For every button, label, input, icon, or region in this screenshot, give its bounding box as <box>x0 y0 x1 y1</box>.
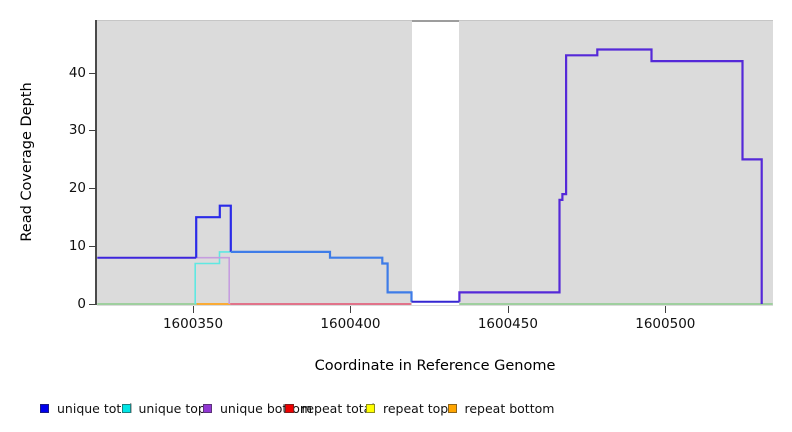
legend-swatch <box>284 404 294 413</box>
y-axis-tick-label: 30 <box>68 122 86 139</box>
x-axis-tick <box>507 306 509 313</box>
y-axis-tick <box>89 188 96 190</box>
y-axis-tick <box>89 72 96 74</box>
legend-item-repeat-top: repeat top <box>366 401 448 416</box>
series-unique-bottom-line <box>196 256 230 304</box>
legend-label: repeat top <box>383 401 449 416</box>
legend-label: unique total <box>57 401 133 416</box>
series-unique-total-right <box>458 48 763 304</box>
y-axis-tick <box>89 304 96 305</box>
x-axis-tick-label: 1600400 <box>320 316 381 332</box>
legend-item-unique-total: unique total <box>40 401 132 416</box>
x-axis-tick-label: 1600500 <box>635 316 696 332</box>
y-axis-tick-label: 10 <box>68 238 86 255</box>
x-axis-tick-label: 1600350 <box>162 316 224 332</box>
legend-swatch <box>447 404 457 413</box>
y-axis-tick-label: 40 <box>68 64 86 81</box>
x-axis-tick <box>665 306 667 313</box>
series-unique-total-peak <box>195 204 232 258</box>
series-unique-top-line <box>194 251 231 304</box>
legend-swatch <box>121 404 131 413</box>
y-axis-line <box>95 20 97 305</box>
y-axis-tick <box>89 246 96 248</box>
y-axis-tick-label: 0 <box>77 296 86 312</box>
legend-label: unique top <box>138 401 206 416</box>
x-axis-tick <box>350 306 352 313</box>
y-axis-title: Read Coverage Depth <box>19 82 35 242</box>
x-axis-tick-label: 1600450 <box>477 316 538 332</box>
legend-item-repeat-total: repeat total <box>284 401 375 416</box>
y-axis-tick-label: 20 <box>68 180 86 197</box>
legend-label: repeat bottom <box>464 401 555 416</box>
legend-item-repeat-bottom: repeat bottom <box>447 401 555 416</box>
legend-swatch <box>40 404 49 413</box>
legend-swatch <box>203 404 212 413</box>
legend-swatch <box>366 404 375 413</box>
x-axis-title: Coordinate in Reference Genome <box>314 358 556 374</box>
series-unique-total-mid <box>230 250 413 302</box>
coverage-gap-band <box>411 20 460 305</box>
plot-lines <box>97 48 773 305</box>
x-axis-tick <box>193 306 195 313</box>
legend-item-unique-top: unique top <box>121 401 206 416</box>
y-axis-tick <box>89 130 96 132</box>
coverage-gap-cap <box>411 20 460 22</box>
legend-label: repeat total <box>301 401 375 416</box>
